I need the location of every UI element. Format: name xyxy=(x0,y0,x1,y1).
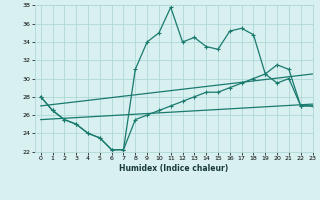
X-axis label: Humidex (Indice chaleur): Humidex (Indice chaleur) xyxy=(119,164,228,173)
